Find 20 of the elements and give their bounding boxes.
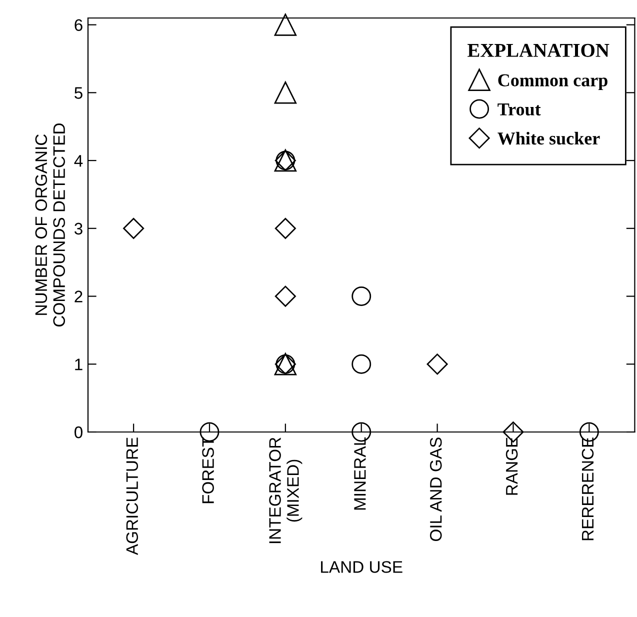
legend-label: Common carp — [498, 74, 608, 90]
x-tick-label: RERERENCE — [582, 438, 594, 540]
x-tick-label: OIL AND GAS — [430, 438, 442, 542]
y-tick-label: 0 — [74, 426, 82, 438]
x-tick-label: AGRICULTURE — [126, 438, 138, 556]
legend-title: EXPLANATION — [468, 44, 610, 57]
x-tick-label: INTEGRATOR (MIXED) — [269, 438, 302, 544]
x-tick-label: RANGE — [506, 438, 518, 495]
y-axis-title: NUMBER OF ORGANIC COMPOUNDS DETECTED — [35, 123, 66, 326]
y-tick-label: 3 — [74, 222, 82, 235]
legend-label: Trout — [498, 103, 541, 116]
x-tick-label: FOREST — [202, 437, 214, 504]
y-tick-label: 5 — [74, 87, 82, 99]
legend-label: White sucker — [498, 132, 600, 145]
x-tick-label: MINERAL — [354, 437, 366, 510]
y-tick-label: 1 — [75, 358, 82, 370]
y-tick-label: 6 — [74, 19, 82, 31]
y-tick-label: 2 — [74, 290, 82, 302]
x-axis-title: LAND USE — [321, 561, 402, 573]
y-tick-label: 4 — [74, 155, 83, 167]
